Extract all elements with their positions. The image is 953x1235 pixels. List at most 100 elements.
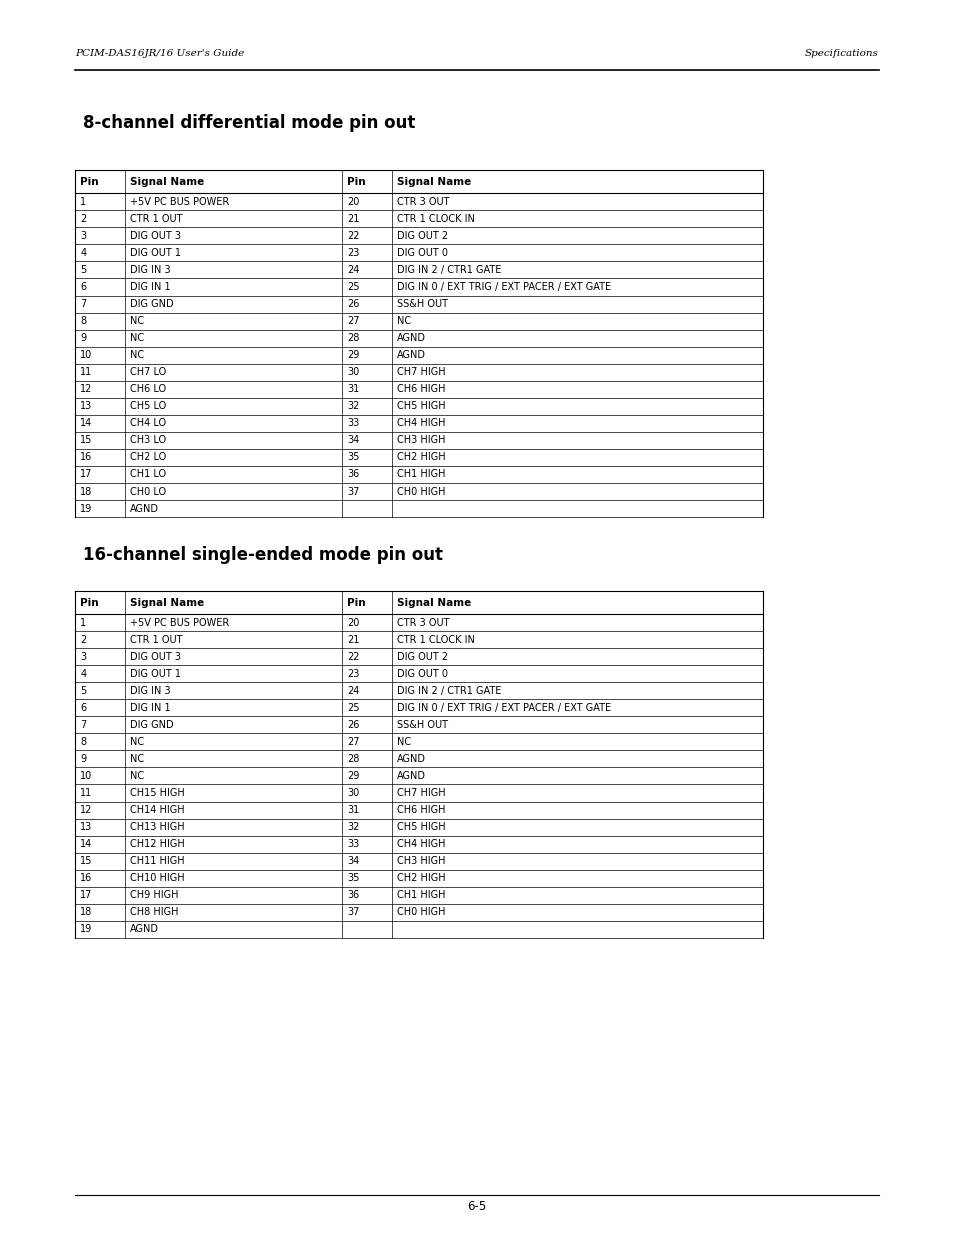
Text: Signal Name: Signal Name [396, 177, 471, 186]
Text: AGND: AGND [396, 351, 425, 361]
Text: 21: 21 [347, 214, 359, 224]
Text: AGND: AGND [396, 771, 425, 781]
Text: CH1 LO: CH1 LO [130, 469, 166, 479]
Text: 24: 24 [347, 685, 359, 695]
Text: Signal Name: Signal Name [130, 177, 204, 186]
Text: 5: 5 [80, 685, 87, 695]
Text: 12: 12 [80, 805, 92, 815]
Text: 20: 20 [347, 196, 359, 206]
Text: 35: 35 [347, 452, 359, 462]
Text: 28: 28 [347, 333, 359, 343]
Text: CH0 HIGH: CH0 HIGH [396, 487, 445, 496]
Text: 7: 7 [80, 720, 87, 730]
Text: 32: 32 [347, 401, 359, 411]
Text: DIG IN 3: DIG IN 3 [130, 266, 171, 275]
Text: CH5 LO: CH5 LO [130, 401, 166, 411]
Text: AGND: AGND [130, 504, 158, 514]
Text: 10: 10 [80, 351, 92, 361]
Text: 32: 32 [347, 823, 359, 832]
Text: 37: 37 [347, 487, 359, 496]
Text: CTR 1 OUT: CTR 1 OUT [130, 214, 182, 224]
Text: 10: 10 [80, 771, 92, 781]
Text: CH13 HIGH: CH13 HIGH [130, 823, 184, 832]
Text: 36: 36 [347, 469, 359, 479]
Text: 27: 27 [347, 316, 359, 326]
Text: CH3 LO: CH3 LO [130, 436, 166, 446]
Text: 30: 30 [347, 367, 359, 377]
Text: CH3 HIGH: CH3 HIGH [396, 436, 445, 446]
Text: 37: 37 [347, 908, 359, 918]
Text: DIG OUT 0: DIG OUT 0 [396, 668, 447, 679]
Text: CH11 HIGH: CH11 HIGH [130, 856, 184, 866]
Text: 34: 34 [347, 856, 359, 866]
Text: 9: 9 [80, 333, 86, 343]
Text: CH14 HIGH: CH14 HIGH [130, 805, 184, 815]
Text: 18: 18 [80, 908, 92, 918]
Text: NC: NC [130, 753, 144, 764]
Text: 2: 2 [80, 214, 87, 224]
Text: AGND: AGND [130, 924, 158, 935]
Text: 26: 26 [347, 720, 359, 730]
Text: 31: 31 [347, 384, 359, 394]
Text: 8: 8 [80, 737, 86, 747]
Text: DIG IN 2 / CTR1 GATE: DIG IN 2 / CTR1 GATE [396, 266, 500, 275]
Text: NC: NC [130, 351, 144, 361]
Text: DIG OUT 3: DIG OUT 3 [130, 231, 180, 241]
Text: CTR 3 OUT: CTR 3 OUT [396, 618, 449, 627]
Text: NC: NC [396, 316, 411, 326]
Text: CTR 1 CLOCK IN: CTR 1 CLOCK IN [396, 214, 475, 224]
Text: 33: 33 [347, 839, 359, 850]
Text: 23: 23 [347, 248, 359, 258]
Text: 31: 31 [347, 805, 359, 815]
Text: Signal Name: Signal Name [396, 598, 471, 608]
Text: CH3 HIGH: CH3 HIGH [396, 856, 445, 866]
Text: DIG OUT 2: DIG OUT 2 [396, 231, 448, 241]
Text: CH1 HIGH: CH1 HIGH [396, 469, 445, 479]
Text: CTR 3 OUT: CTR 3 OUT [396, 196, 449, 206]
Text: 21: 21 [347, 635, 359, 645]
Text: NC: NC [130, 771, 144, 781]
Text: 22: 22 [347, 652, 359, 662]
Text: DIG OUT 1: DIG OUT 1 [130, 668, 180, 679]
Text: CH6 LO: CH6 LO [130, 384, 166, 394]
Text: 4: 4 [80, 668, 86, 679]
Text: NC: NC [130, 333, 144, 343]
Text: DIG OUT 3: DIG OUT 3 [130, 652, 180, 662]
Text: CH10 HIGH: CH10 HIGH [130, 873, 184, 883]
Text: 19: 19 [80, 504, 92, 514]
Text: CH7 LO: CH7 LO [130, 367, 166, 377]
Text: DIG GND: DIG GND [130, 299, 173, 309]
Text: Pin: Pin [347, 598, 366, 608]
Text: 29: 29 [347, 351, 359, 361]
Text: NC: NC [396, 737, 411, 747]
Text: DIG IN 0 / EXT TRIG / EXT PACER / EXT GATE: DIG IN 0 / EXT TRIG / EXT PACER / EXT GA… [396, 703, 610, 713]
Text: DIG OUT 0: DIG OUT 0 [396, 248, 447, 258]
Text: DIG IN 2 / CTR1 GATE: DIG IN 2 / CTR1 GATE [396, 685, 500, 695]
Text: CH4 LO: CH4 LO [130, 419, 166, 429]
Text: 16-channel single-ended mode pin out: 16-channel single-ended mode pin out [83, 546, 442, 564]
Text: Pin: Pin [80, 177, 99, 186]
Text: 16: 16 [80, 873, 92, 883]
Text: 25: 25 [347, 703, 359, 713]
Text: +5V PC BUS POWER: +5V PC BUS POWER [130, 618, 229, 627]
Text: Signal Name: Signal Name [130, 598, 204, 608]
Text: 27: 27 [347, 737, 359, 747]
Text: PCIM-DAS16JR/16 User's Guide: PCIM-DAS16JR/16 User's Guide [75, 49, 244, 58]
Text: DIG IN 0 / EXT TRIG / EXT PACER / EXT GATE: DIG IN 0 / EXT TRIG / EXT PACER / EXT GA… [396, 282, 610, 291]
Text: AGND: AGND [396, 753, 425, 764]
Text: CH15 HIGH: CH15 HIGH [130, 788, 184, 798]
Text: DIG IN 1: DIG IN 1 [130, 703, 171, 713]
Text: CH12 HIGH: CH12 HIGH [130, 839, 184, 850]
Text: 13: 13 [80, 401, 92, 411]
Text: 16: 16 [80, 452, 92, 462]
Text: 18: 18 [80, 487, 92, 496]
Text: CH4 HIGH: CH4 HIGH [396, 839, 445, 850]
Text: 36: 36 [347, 890, 359, 900]
Text: AGND: AGND [396, 333, 425, 343]
Text: CH0 LO: CH0 LO [130, 487, 166, 496]
Text: CH8 HIGH: CH8 HIGH [130, 908, 178, 918]
Text: 28: 28 [347, 753, 359, 764]
Text: 17: 17 [80, 890, 92, 900]
Text: 34: 34 [347, 436, 359, 446]
Text: 26: 26 [347, 299, 359, 309]
